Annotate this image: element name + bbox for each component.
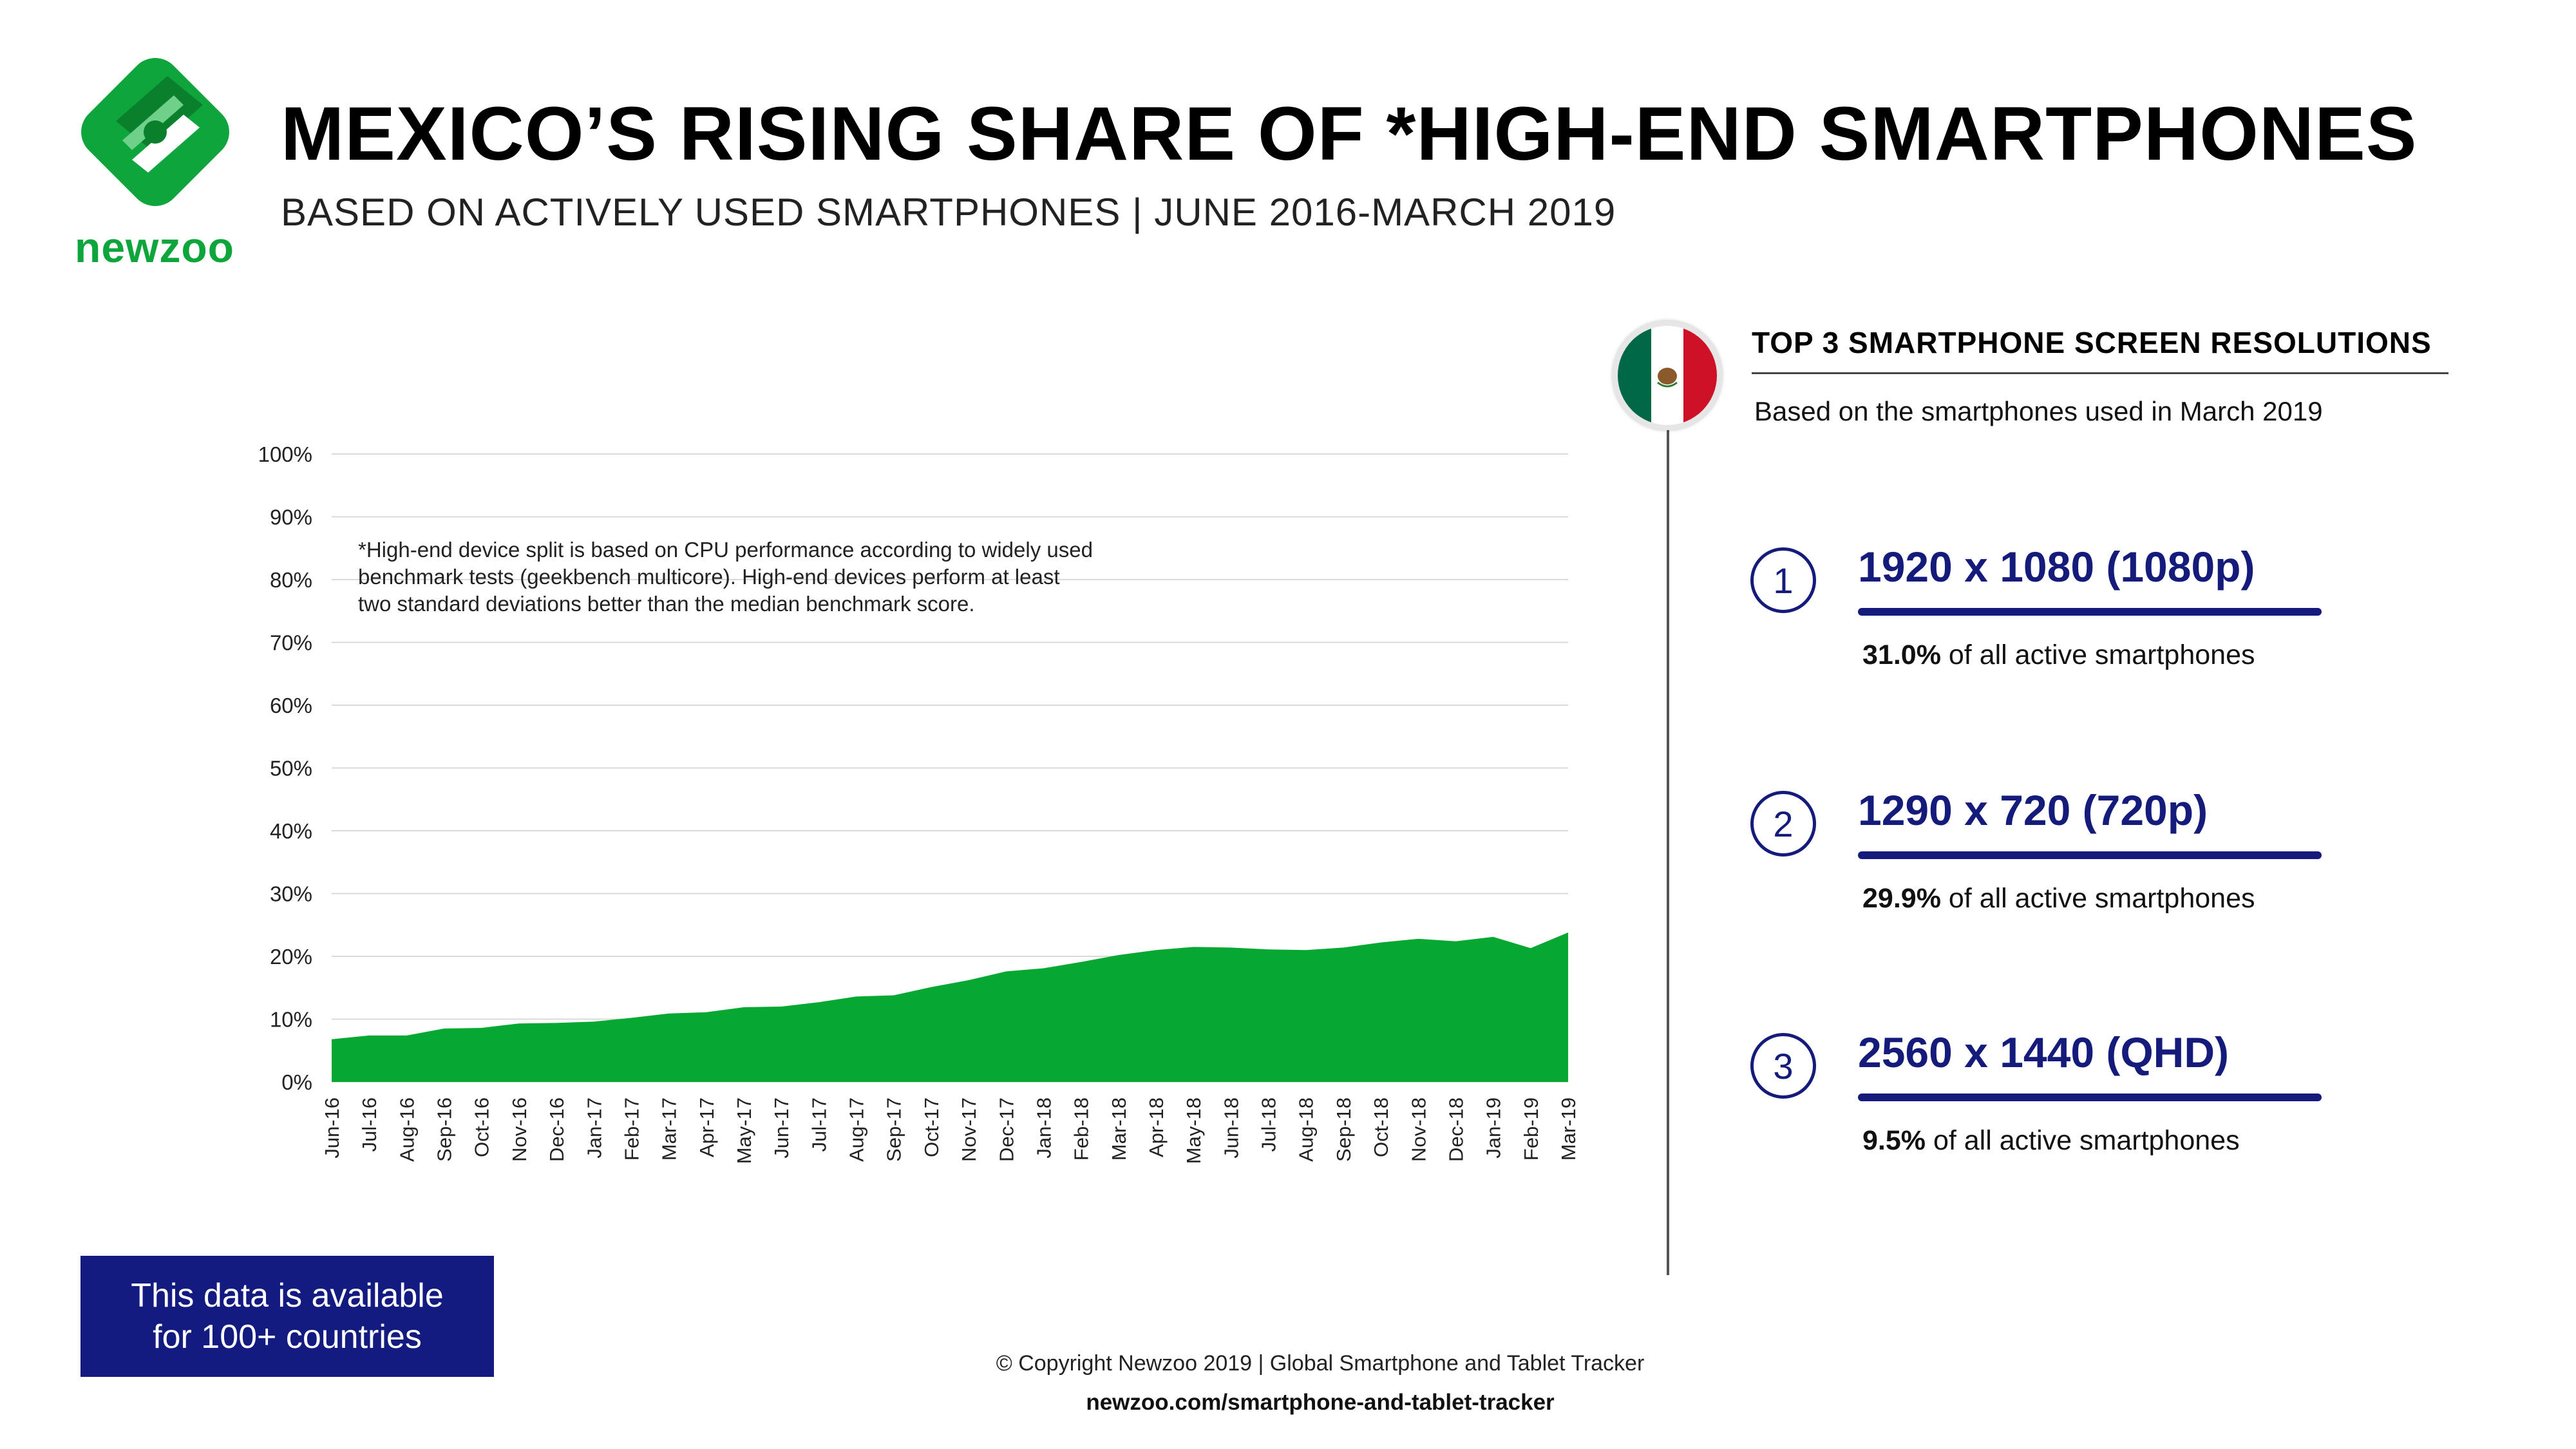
share-value-1: 31.0% [1862,639,1941,670]
x-tick-label: Nov-16 [508,1097,531,1162]
y-tick-label: 80% [270,568,312,592]
vertical-divider [1667,412,1669,1275]
y-tick-label: 100% [258,442,312,466]
x-tick-label: Mar-19 [1557,1097,1580,1160]
x-tick-label: Jul-18 [1258,1097,1280,1151]
y-tick-label: 30% [270,882,312,906]
x-tick-label: May-17 [733,1097,755,1164]
y-tick-label: 70% [270,631,312,655]
copyright-text: © Copyright Newzoo 2019 | Global Smartph… [996,1351,1645,1376]
rank-badge-3: 3 [1750,1033,1816,1099]
resolution-underline-2 [1858,851,2322,859]
x-tick-label: May-18 [1182,1097,1205,1164]
newzoo-logo-icon [81,58,229,206]
x-tick-label: Nov-18 [1407,1097,1430,1162]
x-tick-label: Aug-18 [1295,1097,1318,1162]
y-tick-label: 10% [270,1008,312,1032]
x-axis-ticks: Jun-16 Jul-16 Aug-16 Sep-16 Oct-16 Nov-16 Dec-… [321,1097,1580,1164]
x-tick-label: Feb-18 [1070,1097,1093,1160]
x-tick-label: Apr-17 [696,1097,718,1157]
share-value-2: 29.9% [1862,883,1941,914]
cta-label: This data is available for 100+ countrie… [131,1277,444,1356]
resolution-underline-1 [1858,608,2322,616]
y-tick-label: 60% [270,694,312,717]
y-axis-ticks: 0% 10% 20% 30% 40% 50% 60% 70% 80% 90% 100% [258,442,312,1094]
x-tick-label: Aug-17 [846,1097,868,1162]
y-tick-label: 40% [270,819,312,843]
footer-link[interactable]: newzoo.com/smartphone-and-tablet-tracker [1086,1390,1555,1415]
rank-badge-2: 2 [1750,791,1816,857]
mexico-flag [1613,321,1722,430]
x-tick-label: Aug-16 [395,1097,418,1162]
x-tick-label: Jan-19 [1482,1097,1505,1159]
resolution-underline-3 [1858,1094,2322,1101]
chart-area-layer [332,933,1568,1082]
share-value-3: 9.5% [1862,1125,1926,1156]
x-tick-label: Mar-17 [658,1097,681,1160]
logo-wordmark: newzoo [75,223,234,271]
resolution-2: 1290 x 720 (720p) [1858,786,2208,834]
x-tick-label: Sep-16 [433,1097,456,1162]
x-tick-label: Jun-17 [770,1097,793,1159]
y-tick-label: 50% [270,757,312,781]
panel-subtitle: Based on the smartphones used in March 2… [1754,396,2323,426]
page-title: MEXICO’S RISING SHARE OF *HIGH-END SMART… [281,91,2418,176]
x-tick-label: Jan-18 [1033,1097,1056,1159]
x-tick-label: Dec-17 [995,1097,1018,1162]
share-line-2: 29.9% of all active smartphones [1862,883,2255,914]
x-tick-label: Dec-18 [1445,1097,1468,1162]
data-availability-button[interactable]: This data is available for 100+ countrie… [80,1256,494,1377]
share-suffix-1: of all active smartphones [1940,639,2255,670]
x-tick-label: Jun-18 [1220,1097,1242,1159]
share-suffix-2: of all active smartphones [1940,883,2255,914]
resolution-1: 1920 x 1080 (1080p) [1858,543,2255,591]
share-line-3: 9.5% of all active smartphones [1862,1125,2240,1157]
resolution-3: 2560 x 1440 (QHD) [1858,1028,2229,1076]
x-tick-label: Jul-16 [358,1097,381,1151]
x-tick-label: Sep-18 [1332,1097,1355,1162]
x-tick-label: Mar-18 [1108,1097,1130,1160]
x-tick-label: Oct-16 [471,1097,493,1157]
x-tick-label: Oct-18 [1370,1097,1392,1157]
x-tick-label: Feb-19 [1520,1097,1542,1160]
y-tick-label: 20% [270,945,312,969]
rank-badge-1: 1 [1750,547,1816,613]
x-tick-label: Feb-17 [621,1097,643,1160]
panel-rule [1752,372,2448,374]
x-tick-label: Sep-17 [883,1097,905,1162]
newzoo-logo: newzoo [71,57,238,271]
y-tick-label: 0% [281,1070,312,1094]
mexico-flag-icon [1618,326,1717,425]
x-tick-label: Dec-16 [545,1097,568,1162]
y-tick-label: 90% [270,506,312,529]
x-tick-label: Jun-16 [321,1097,343,1159]
x-tick-label: Jul-17 [808,1097,830,1151]
high-end-share-area [332,933,1568,1082]
x-tick-label: Nov-17 [958,1097,980,1162]
high-end-share-chart: 0% 10% 20% 30% 40% 50% 60% 70% 80% 90% 100% Jun-16… [258,442,1580,1164]
chart-footnote: *High-end device split is based on CPU p… [358,538,1093,616]
panel-title: TOP 3 SMARTPHONE SCREEN RESOLUTIONS [1752,326,2432,359]
x-tick-label: Jan-17 [583,1097,605,1159]
x-tick-label: Oct-17 [920,1097,943,1157]
share-line-1: 31.0% of all active smartphones [1862,639,2255,671]
page-subtitle: BASED ON ACTIVELY USED SMARTPHONES | JUN… [281,191,1616,234]
share-suffix-3: of all active smartphones [1926,1125,2240,1156]
x-tick-label: Apr-18 [1145,1097,1168,1157]
